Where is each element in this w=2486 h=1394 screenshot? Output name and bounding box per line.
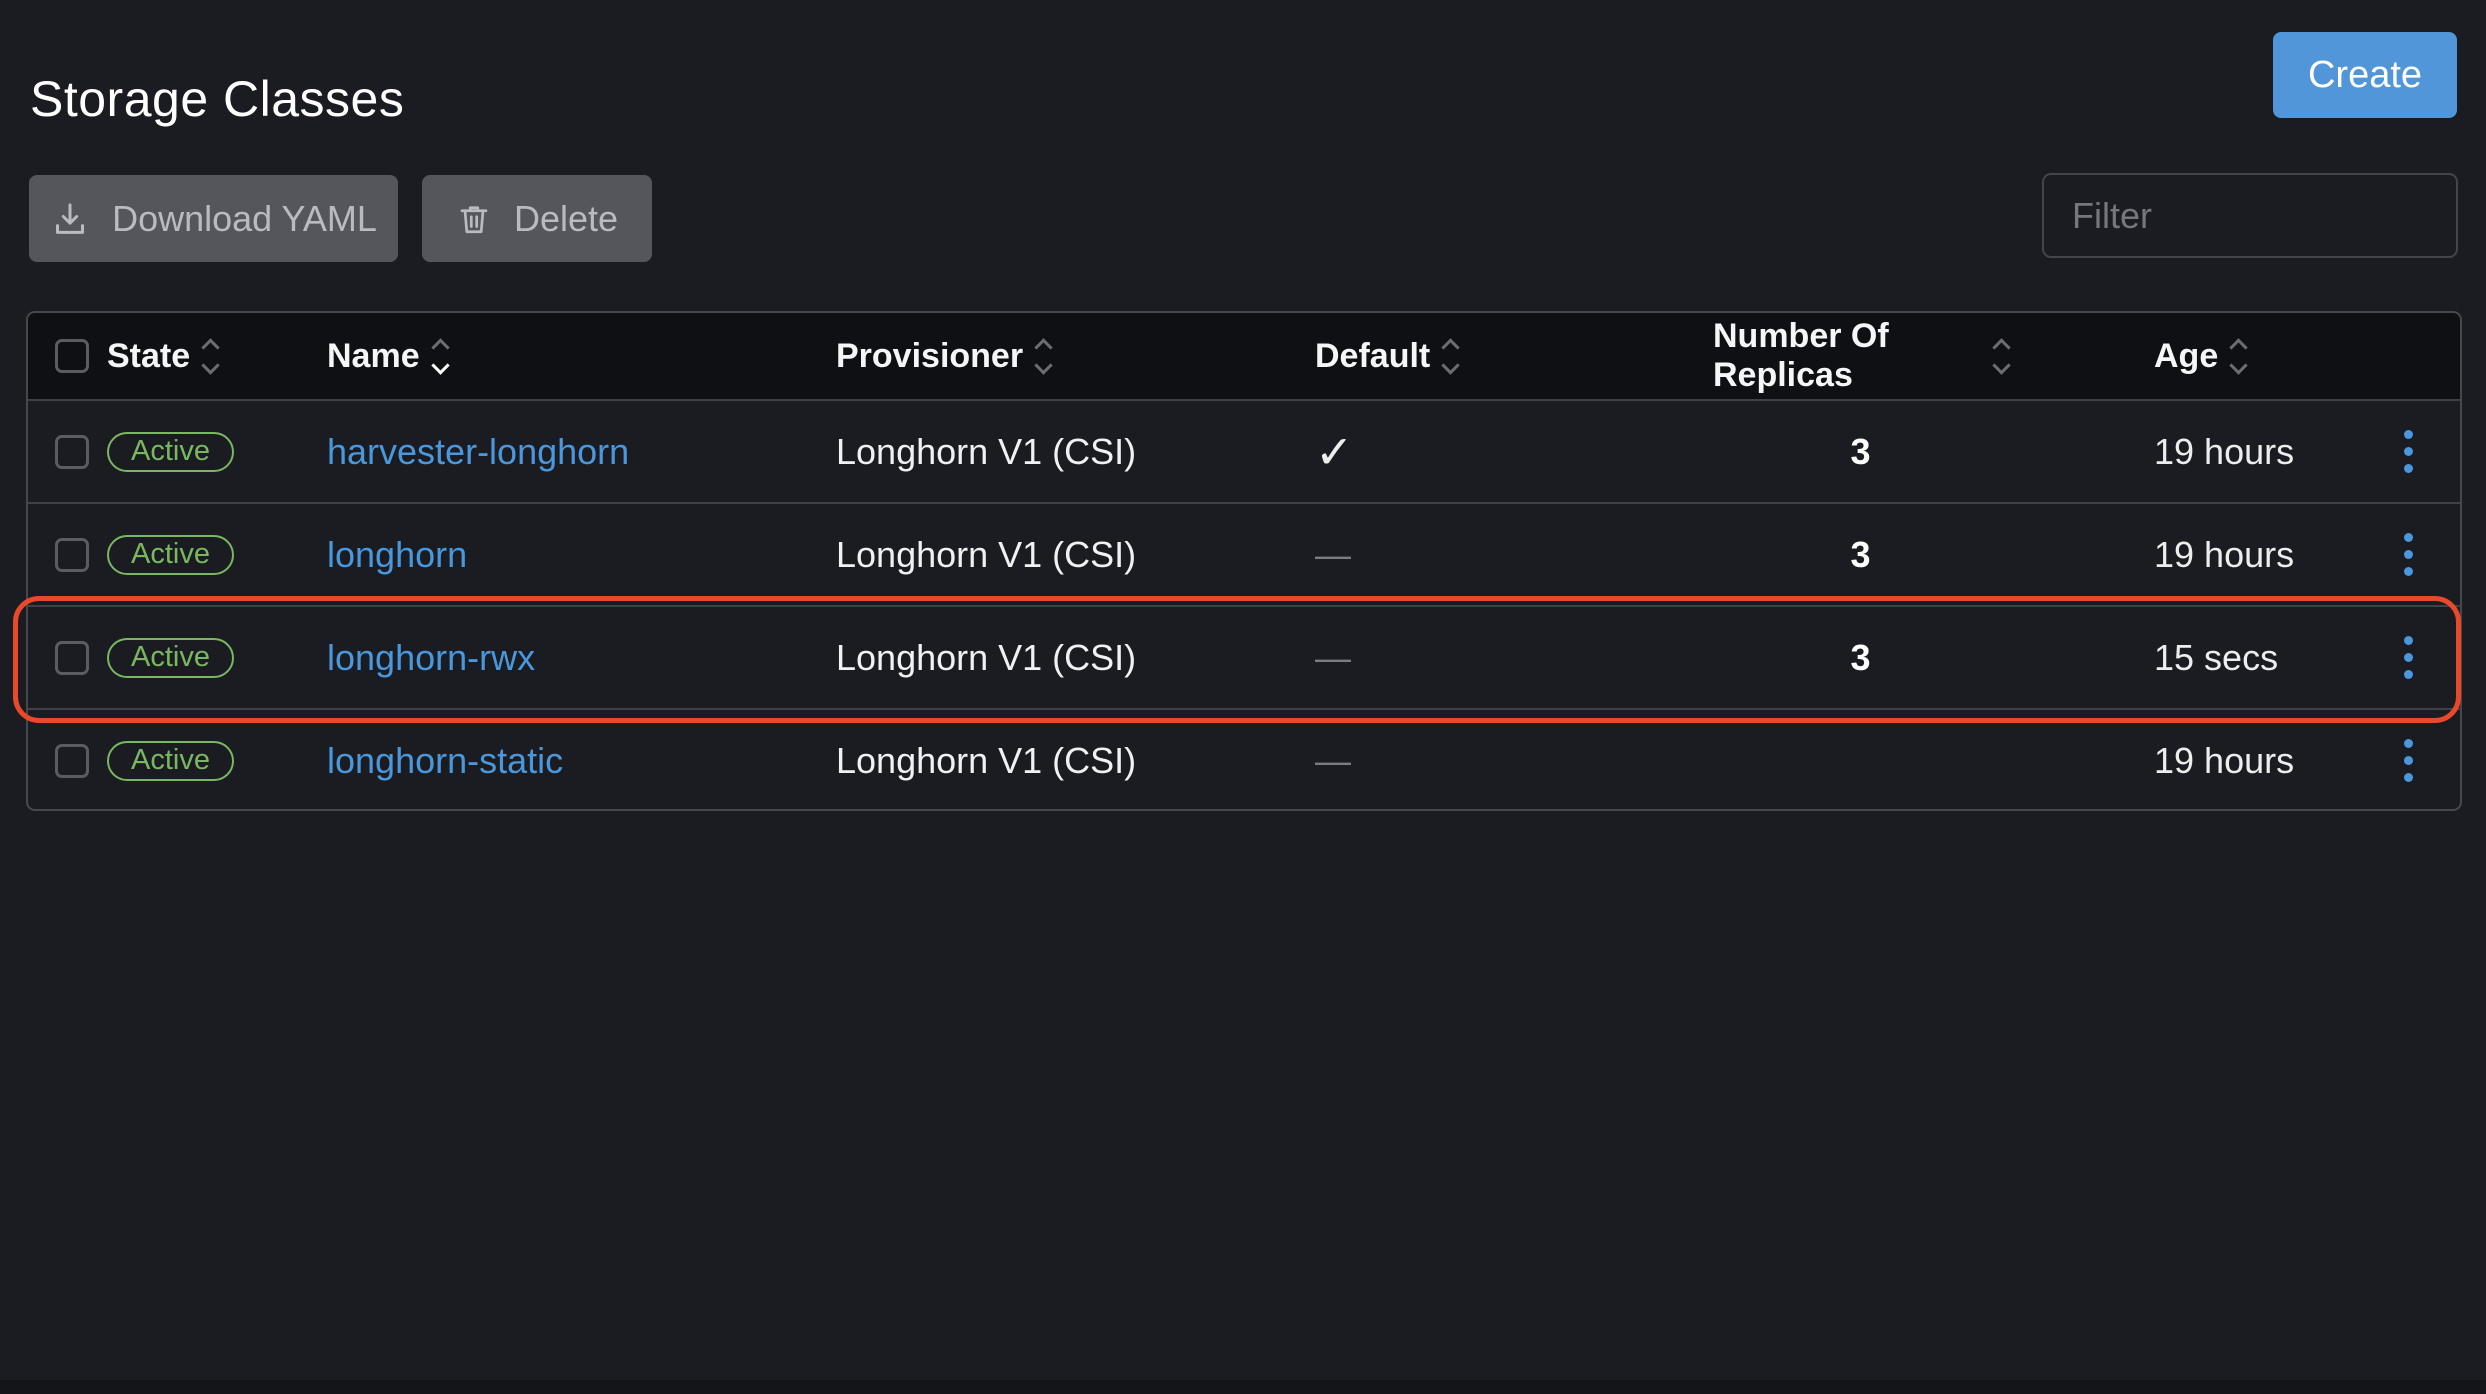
row-checkbox[interactable] [55,743,89,778]
table-row: Active harvester-longhorn Longhorn V1 (C… [28,399,2460,502]
checkmark-icon: ✓ [1315,425,1354,478]
status-badge: Active [107,534,234,575]
status-badge: Active [107,637,234,678]
row-actions-kebab-icon[interactable] [2394,420,2423,483]
column-header-name[interactable]: Name [327,337,450,376]
dash-placeholder: — [1315,533,1351,575]
column-header-default[interactable]: Default [1315,337,1460,376]
create-button[interactable]: Create [2273,32,2457,118]
row-checkbox[interactable] [55,640,89,675]
sort-chevrons-icon [1034,337,1053,375]
filter-input[interactable] [2042,173,2458,258]
chevron-up-icon [2229,337,2248,357]
table-row: Active longhorn Longhorn V1 (CSI) — 3 19… [28,502,2460,605]
chevron-down-icon [1034,355,1053,375]
chevron-up-icon [201,337,220,357]
status-badge: Active [107,740,234,781]
download-yaml-button[interactable]: Download YAML [29,175,398,262]
sort-chevrons-icon [1992,337,2011,375]
sort-chevrons-icon [430,337,450,375]
storage-class-link[interactable]: harvester-longhorn [327,430,630,472]
storage-classes-table: State Name Provisioner [26,311,2462,811]
chevron-up-icon [1992,337,2011,357]
row-checkbox[interactable] [55,434,89,469]
chevron-up-icon [430,337,450,357]
chevron-down-icon [1441,355,1460,375]
page-title: Storage Classes [30,71,405,127]
chevron-up-icon [1441,337,1460,357]
delete-label: Delete [513,197,619,239]
storage-class-link[interactable]: longhorn [327,533,468,575]
chevron-down-icon [430,355,450,375]
chevron-down-icon [2229,355,2248,375]
storage-class-link[interactable]: longhorn-rwx [327,636,536,678]
dash-placeholder: — [1315,636,1351,678]
table-row: Active longhorn-static Longhorn V1 (CSI)… [28,708,2460,809]
row-checkbox[interactable] [55,537,89,572]
row-actions-kebab-icon[interactable] [2394,523,2423,586]
delete-button[interactable]: Delete [422,175,652,262]
chevron-up-icon [1034,337,1053,357]
dash-placeholder: — [1315,739,1351,781]
sort-chevrons-icon [2229,337,2248,375]
table-header-row: State Name Provisioner [28,313,2460,399]
download-yaml-label: Download YAML [112,197,377,239]
column-header-age[interactable]: Age [2154,337,2248,376]
sort-chevrons-icon [1441,337,1460,375]
column-header-provisioner[interactable]: Provisioner [836,337,1053,376]
sort-chevrons-icon [201,337,220,375]
chevron-down-icon [201,355,220,375]
row-actions-kebab-icon[interactable] [2394,729,2423,792]
column-header-state[interactable]: State [107,337,220,376]
download-icon [56,202,85,234]
footer-strip [0,1380,2486,1394]
chevron-down-icon [1992,355,2011,375]
storage-class-link[interactable]: longhorn-static [327,739,564,781]
trash-icon [460,205,488,233]
table-row-highlighted: Active longhorn-rwx Longhorn V1 (CSI) — … [28,605,2460,708]
column-header-replicas[interactable]: Number Of Replicas [1713,317,2011,395]
row-actions-kebab-icon[interactable] [2394,626,2423,689]
status-badge: Active [107,431,234,472]
select-all-checkbox[interactable] [55,339,89,373]
